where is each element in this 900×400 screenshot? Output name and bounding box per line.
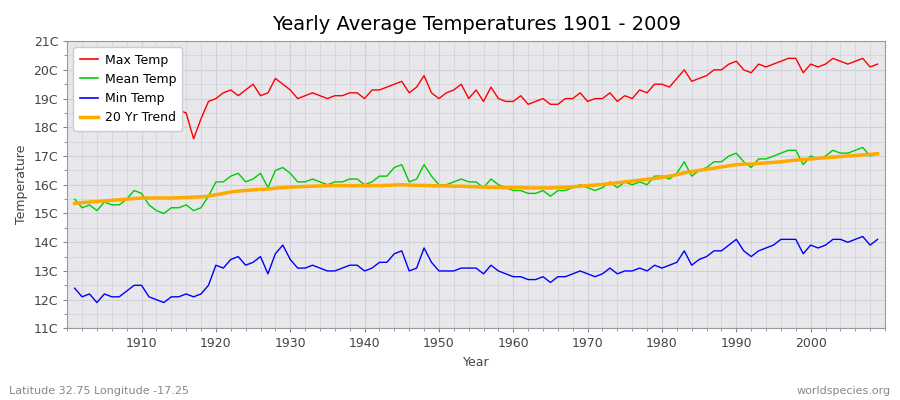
X-axis label: Year: Year [463, 356, 490, 369]
Text: Latitude 32.75 Longitude -17.25: Latitude 32.75 Longitude -17.25 [9, 386, 189, 396]
Title: Yearly Average Temperatures 1901 - 2009: Yearly Average Temperatures 1901 - 2009 [272, 15, 680, 34]
Legend: Max Temp, Mean Temp, Min Temp, 20 Yr Trend: Max Temp, Mean Temp, Min Temp, 20 Yr Tre… [74, 47, 183, 131]
Y-axis label: Temperature: Temperature [15, 145, 28, 224]
Text: worldspecies.org: worldspecies.org [796, 386, 891, 396]
